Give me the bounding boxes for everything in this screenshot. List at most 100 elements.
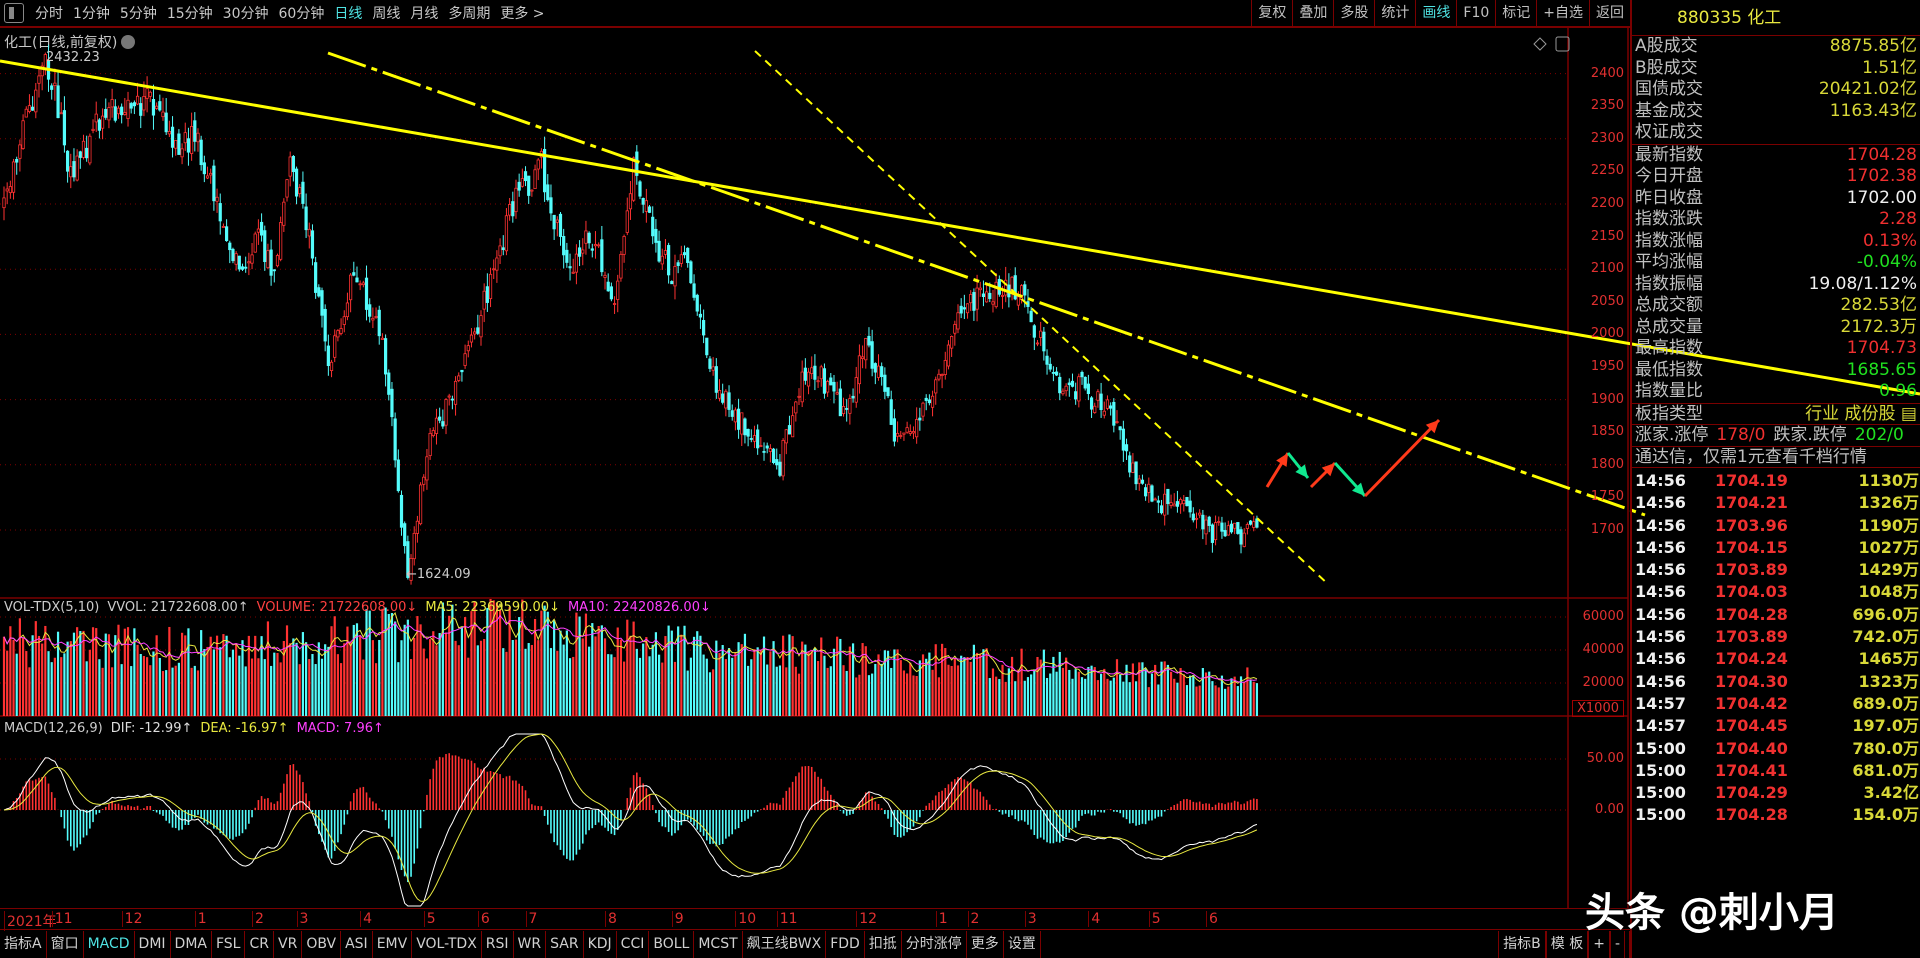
volume-bar xyxy=(740,644,743,716)
tab-指标A[interactable]: 指标A xyxy=(0,931,47,958)
tick-row: 15:00 1704.28 154.0万 xyxy=(1632,804,1920,826)
period-9[interactable]: 多周期 xyxy=(448,6,491,22)
toolbar-button-2[interactable]: 多股 xyxy=(1333,0,1374,26)
tab-BOLL[interactable]: BOLL xyxy=(649,931,695,958)
tick-volume: 1190万 xyxy=(1858,515,1919,535)
tab-RSI[interactable]: RSI xyxy=(482,931,514,958)
tick-price: 1704.29 xyxy=(1715,783,1788,803)
volume-bar xyxy=(934,644,937,716)
tick-time: 14:56 xyxy=(1635,627,1686,647)
tab-WR[interactable]: WR xyxy=(514,931,547,958)
volume-bar xyxy=(241,640,244,716)
period-2[interactable]: 5分钟 xyxy=(119,6,157,22)
tab-FDD[interactable]: FDD xyxy=(826,931,865,958)
tab-KDJ[interactable]: KDJ xyxy=(584,931,617,958)
period-1[interactable]: 1分钟 xyxy=(73,6,110,22)
candle-body xyxy=(1013,275,1017,300)
panel-toggle-icon[interactable] xyxy=(4,3,24,23)
candle-body xyxy=(275,255,280,267)
period-7[interactable]: 周线 xyxy=(372,6,401,22)
volume-bar xyxy=(1141,662,1144,716)
bottom-right-0[interactable]: 指标B xyxy=(1498,931,1546,958)
volume-bar xyxy=(72,632,76,716)
toolbar-button-6[interactable]: 标记 xyxy=(1495,0,1536,26)
tick-row: 14:56 1703.89 742.0万 xyxy=(1632,626,1920,648)
tab-设置[interactable]: 设置 xyxy=(1004,931,1041,958)
candle-body xyxy=(1089,397,1094,410)
tab-SAR[interactable]: SAR xyxy=(546,931,584,958)
tab-飙王线BWX[interactable]: 飙王线BWX xyxy=(743,931,827,958)
volume-bar xyxy=(1093,667,1096,716)
volume-bar xyxy=(1224,688,1227,716)
chevron-down-icon[interactable] xyxy=(121,35,136,49)
toolbar-button-0[interactable]: 复权 xyxy=(1251,0,1292,26)
price-tick: 2100 xyxy=(1590,261,1624,277)
toolbar-button-5[interactable]: F10 xyxy=(1456,0,1495,26)
volume-ma10-line xyxy=(3,614,1258,683)
toolbar-button-7[interactable]: +自选 xyxy=(1536,0,1589,26)
price-tick: 1950 xyxy=(1590,359,1624,374)
volume-bar xyxy=(848,646,851,716)
stat-value: 282.53亿 xyxy=(1840,295,1917,315)
arrow-up-icon xyxy=(1363,418,1441,498)
tab-扣抵[interactable]: 扣抵 xyxy=(865,931,902,958)
tab-FSL[interactable]: FSL xyxy=(212,931,246,958)
promo-link[interactable]: 通达信，仅需1元查看千档行情 xyxy=(1632,447,1920,468)
candle-body xyxy=(934,379,938,394)
candle-body xyxy=(867,335,871,346)
volume-bar xyxy=(769,651,772,716)
volume-bar xyxy=(810,651,813,716)
tab-EMV[interactable]: EMV xyxy=(373,931,413,958)
bottom-right-1[interactable]: 模 板 xyxy=(1545,931,1589,958)
tab-分时涨停[interactable]: 分时涨停 xyxy=(902,931,967,958)
volume-bar xyxy=(365,609,368,716)
candle-body xyxy=(771,448,776,464)
period-8[interactable]: 月线 xyxy=(410,6,439,22)
bottom-right-3[interactable]: - xyxy=(1609,931,1625,958)
candle-body xyxy=(495,257,499,271)
candle-body xyxy=(1217,521,1221,523)
period-4[interactable]: 30分钟 xyxy=(222,6,269,22)
date-label: 5 xyxy=(1148,911,1161,927)
toolbar-button-1[interactable]: 叠加 xyxy=(1292,0,1333,26)
tab-CR[interactable]: CR xyxy=(245,931,274,958)
candle-body xyxy=(686,247,690,263)
candle-body xyxy=(679,254,683,264)
volume-bar xyxy=(1134,681,1138,716)
tab-VOL-TDX[interactable]: VOL-TDX xyxy=(412,931,482,958)
tab-MCST[interactable]: MCST xyxy=(694,931,743,958)
volume-bar xyxy=(295,642,298,716)
advance-decline-row: 涨家.涨停 178/0 跌家.跌停 202/0 xyxy=(1632,425,1920,447)
tab-VR[interactable]: VR xyxy=(274,931,303,958)
tab-DMI[interactable]: DMI xyxy=(135,931,171,958)
tab-MACD[interactable]: MACD xyxy=(84,931,135,958)
stat-value: 0.96 xyxy=(1879,381,1917,401)
candle-body xyxy=(816,380,820,383)
candle-body xyxy=(612,303,617,305)
period-0[interactable]: 分时 xyxy=(35,6,63,22)
volume-bar xyxy=(165,670,168,716)
board-type-value[interactable]: 行业 成份股 ▤ xyxy=(1805,403,1917,424)
period-3[interactable]: 15分钟 xyxy=(166,6,213,22)
period-5[interactable]: 60分钟 xyxy=(278,6,325,22)
toolbar-button-4[interactable]: 画线 xyxy=(1415,0,1456,26)
candle-body xyxy=(434,417,439,434)
volume-bar xyxy=(826,667,829,716)
period-10[interactable]: 更多 > xyxy=(500,6,545,22)
tab-更多[interactable]: 更多 xyxy=(967,931,1004,958)
tab-DMA[interactable]: DMA xyxy=(171,931,212,958)
tab-ASI[interactable]: ASI xyxy=(341,931,373,958)
candle-body xyxy=(841,405,846,414)
tab-CCI[interactable]: CCI xyxy=(617,931,650,958)
bottom-right-2[interactable]: + xyxy=(1588,931,1610,958)
volume-bar xyxy=(893,649,896,716)
volume-bar xyxy=(448,615,451,716)
candle-body xyxy=(56,85,60,119)
toolbar-button-8[interactable]: 返回 xyxy=(1589,0,1630,26)
period-6[interactable]: 日线 xyxy=(334,6,363,22)
vol-field-0: VOL-TDX(5,10) xyxy=(4,600,100,615)
tab-窗口[interactable]: 窗口 xyxy=(47,931,84,958)
tab-OBV[interactable]: OBV xyxy=(302,931,342,958)
toolbar-button-3[interactable]: 统计 xyxy=(1374,0,1415,26)
